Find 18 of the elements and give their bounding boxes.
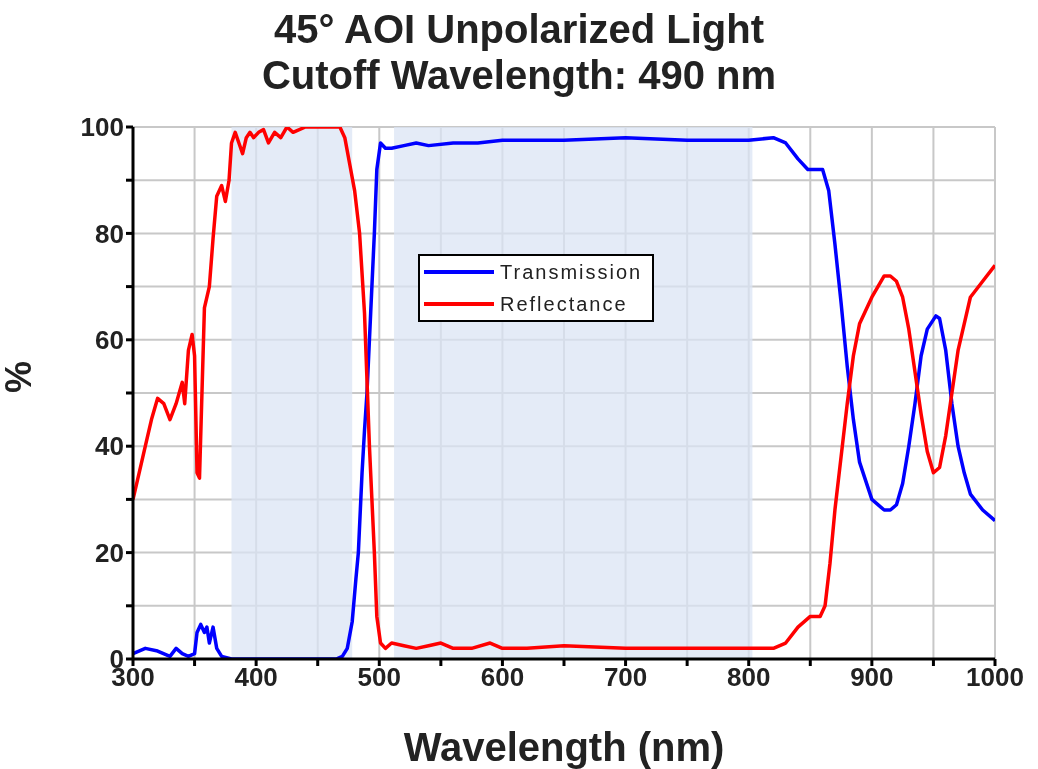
- x-tick-label: 700: [603, 662, 648, 693]
- x-tick-label: 800: [727, 662, 771, 693]
- x-tick-label: 1000: [966, 662, 1024, 693]
- chart-subtitle: Cutoff Wavelength: 490 nm: [260, 52, 778, 98]
- y-tick-label: 100: [80, 112, 124, 143]
- x-tick-label: 900: [850, 662, 894, 693]
- y-tick-label: 60: [95, 325, 124, 356]
- chart-title: 45° AOI Unpolarized Light: [272, 6, 766, 52]
- y-tick-label: 80: [95, 218, 124, 249]
- x-axis-title: Wavelength (nm): [403, 725, 725, 769]
- y-axis-title: %: [0, 360, 39, 393]
- x-tick-label: 500: [357, 662, 401, 693]
- x-tick-label: 400: [234, 662, 278, 693]
- x-tick-label: 600: [480, 662, 525, 693]
- legend-label: Transmission: [499, 260, 643, 285]
- legend-label: Reflectance: [499, 292, 629, 317]
- y-tick-label: 40: [95, 431, 124, 462]
- y-tick-label: 20: [95, 537, 124, 568]
